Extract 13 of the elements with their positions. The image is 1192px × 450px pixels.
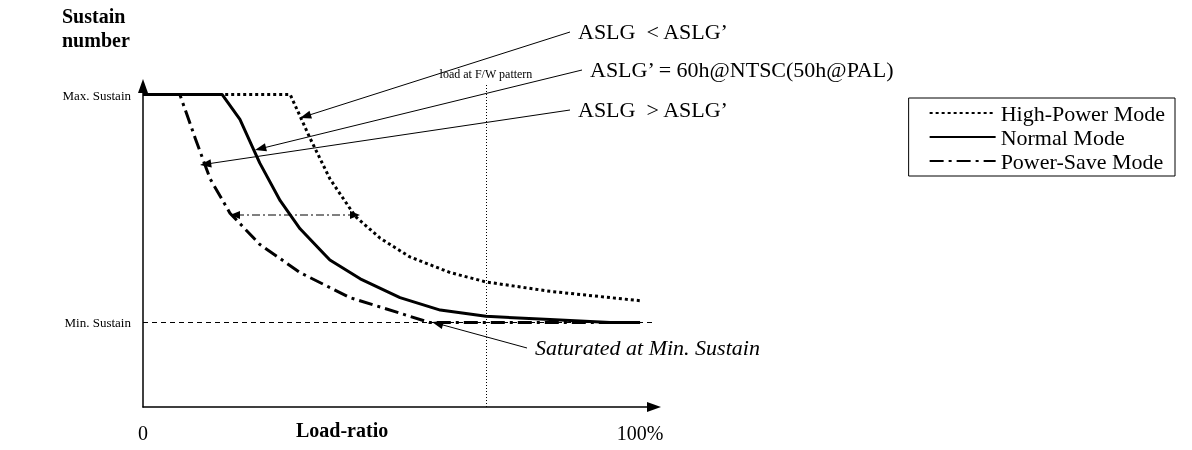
text: Max. Sustain [62, 87, 132, 103]
y-axis-title: Sustain number [62, 5, 131, 51]
legend-label: Power-Save Mode [1000, 148, 1164, 174]
ref-line-label: load at F/W pattern [439, 67, 533, 81]
x-axis-title: Load-ratio [296, 419, 389, 441]
text: ASLG’ = 60h@NTSC(50h@PAL) [590, 56, 894, 82]
text: ASLG < ASLG’ [578, 18, 728, 44]
legend-label: High-Power Mode [1000, 100, 1166, 126]
x-tick-label: 0 [138, 422, 148, 444]
annotation: Saturated at Min. Sustain [535, 334, 760, 360]
text: Min. Sustain [64, 314, 132, 330]
x-tick-label: 100% [616, 422, 664, 444]
annotation: ASLG > ASLG’ [578, 96, 728, 122]
